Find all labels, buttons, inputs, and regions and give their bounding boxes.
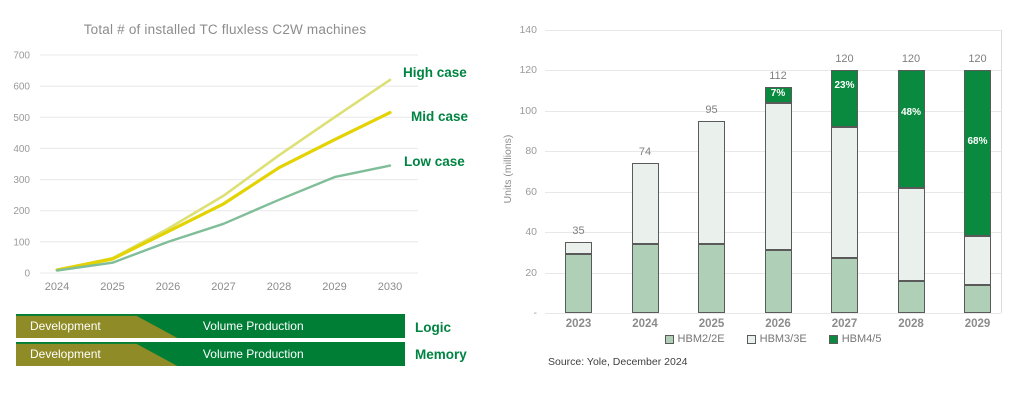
y-tick-label: 60: [525, 185, 537, 198]
x-tick-label: 2027: [831, 318, 858, 330]
bar-segment-hbm3-3e: [565, 242, 592, 255]
x-tick-label: 2024: [45, 281, 69, 293]
roadmap-bar-logic: Development Volume Production: [16, 314, 405, 338]
development-label: Development: [30, 347, 101, 361]
bar-total-label: 74: [638, 146, 652, 159]
bar-total-label: 120: [968, 53, 987, 66]
legend-item: HBM2/2E: [664, 333, 725, 345]
legend: HBM2/2E HBM3/3E HBM4/5: [545, 333, 1001, 345]
bar-segment-hbm2-2e: [831, 258, 858, 313]
x-tick-label: 2025: [100, 281, 124, 293]
volume-production-label: Volume Production: [202, 347, 304, 361]
y-tick-label: 500: [13, 113, 30, 124]
bar-segment-hbm3-3e: [897, 187, 925, 281]
x-tick-label: 2029: [964, 318, 991, 330]
x-tick-label: 2026: [765, 318, 791, 330]
y-tick-label: 20: [525, 266, 537, 279]
x-tick-label: 2028: [267, 281, 291, 293]
bar-total-label: 112: [769, 69, 787, 82]
volume-production-label: Volume Production: [202, 319, 304, 333]
machines-line-chart: Total # of installed TC fluxless C2W mac…: [0, 0, 505, 406]
legend-item: HBM4/5: [828, 333, 882, 345]
y-tick-label: 400: [13, 144, 30, 155]
hbm-stacked-bar-chart: Units (millions) -20 40 60 80 100 120 140 35 202…: [502, 0, 1011, 406]
roadmap-row-label-memory: Memory: [415, 347, 467, 362]
bar-chart-plot: - 20 40 60 80 100 120 140 35 2023 74 2024 95 2025 7% 11…: [505, 0, 1011, 406]
legend-label: HBM3/3E: [759, 333, 807, 345]
x-tick-label: 2026: [156, 281, 180, 293]
legend-item: HBM3/3E: [746, 333, 807, 345]
x-tick-label: 2030: [378, 281, 402, 293]
legend-label: HBM4/5: [841, 333, 882, 345]
bar-segment-hbm4-5: [831, 70, 858, 128]
bar-total-label: 120: [835, 53, 854, 66]
x-tick-label: 2025: [698, 318, 725, 330]
y-tick-label: 0: [24, 269, 30, 280]
development-label: Development: [30, 319, 101, 333]
x-tick-label: 2024: [632, 318, 658, 330]
bar-segment-hbm3-3e: [964, 236, 991, 285]
x-tick-label: 2023: [565, 318, 592, 330]
bar-total-label: 35: [572, 225, 585, 238]
bar-segment-hbm3-3e: [831, 127, 858, 259]
bar-share-label: 23%: [834, 80, 855, 92]
y-tick-label: 600: [13, 82, 30, 93]
plot-right-border: [1001, 30, 1002, 313]
bar-segment-hbm3-3e: [698, 120, 725, 245]
x-tick-label: 2029: [322, 281, 346, 293]
series-label-high-case: High case: [403, 65, 467, 80]
bar-share-label: 68%: [967, 136, 988, 148]
y-tick-label: 140: [519, 24, 537, 36]
legend-swatch-icon: [664, 334, 674, 344]
bar-segment-hbm2-2e: [764, 250, 792, 313]
y-tick-label: 700: [13, 51, 30, 62]
development-segment: [16, 315, 178, 338]
bar-segment-hbm2-2e: [897, 280, 925, 313]
grid-line: [545, 313, 1001, 314]
series-line-2: [55, 110, 392, 272]
legend-label: HBM2/2E: [677, 333, 725, 345]
y-tick-label: 100: [13, 237, 30, 248]
y-tick-label: 40: [525, 226, 537, 239]
y-tick-label: 300: [13, 175, 30, 186]
source-note: Source: Yole, December 2024: [548, 356, 688, 368]
y-tick-label: 200: [13, 206, 30, 217]
bar-segment-hbm2-2e: [631, 244, 659, 313]
legend-swatch-icon: [828, 334, 838, 344]
y-tick-label: 100: [519, 104, 537, 117]
bar-share-label: 7%: [770, 87, 786, 99]
bar-segment-hbm3-3e: [764, 102, 792, 251]
y-tick-label: 120: [519, 64, 537, 77]
bar-total-label: 95: [705, 103, 718, 116]
bar-segment-hbm2-2e: [964, 284, 991, 313]
series-label-mid-case: Mid case: [411, 109, 469, 124]
y-tick-label: 80: [525, 145, 537, 158]
x-tick-label: 2027: [211, 281, 235, 293]
line-chart-title: Total # of installed TC fluxless C2W mac…: [83, 22, 367, 37]
series-line-3: [55, 164, 392, 272]
development-segment: [16, 343, 178, 366]
bar-segment-hbm4-5: [897, 70, 925, 188]
grid-line: [545, 70, 1001, 72]
bar-segment-hbm4-5: [764, 86, 792, 103]
series-label-low-case: Low case: [404, 154, 465, 169]
legend-swatch-icon: [746, 334, 756, 344]
bar-segment-hbm2-2e: [565, 254, 592, 313]
line-chart-plot: 0 100 200 300 400 500 600 700 2024 2025 2026 2027 20…: [13, 51, 418, 293]
roadmap-row-label-logic: Logic: [415, 320, 451, 335]
y-tick-label: -: [533, 307, 538, 319]
roadmap-bar-memory: Development Volume Production: [16, 342, 405, 366]
grid-line: [545, 30, 1001, 31]
bar-share-label: 48%: [900, 106, 921, 118]
x-tick-label: 2028: [898, 318, 924, 330]
bar-segment-hbm4-5: [964, 70, 991, 237]
bar-segment-hbm2-2e: [698, 244, 725, 313]
bar-segment-hbm3-3e: [631, 163, 659, 245]
bar-total-label: 120: [901, 53, 921, 66]
